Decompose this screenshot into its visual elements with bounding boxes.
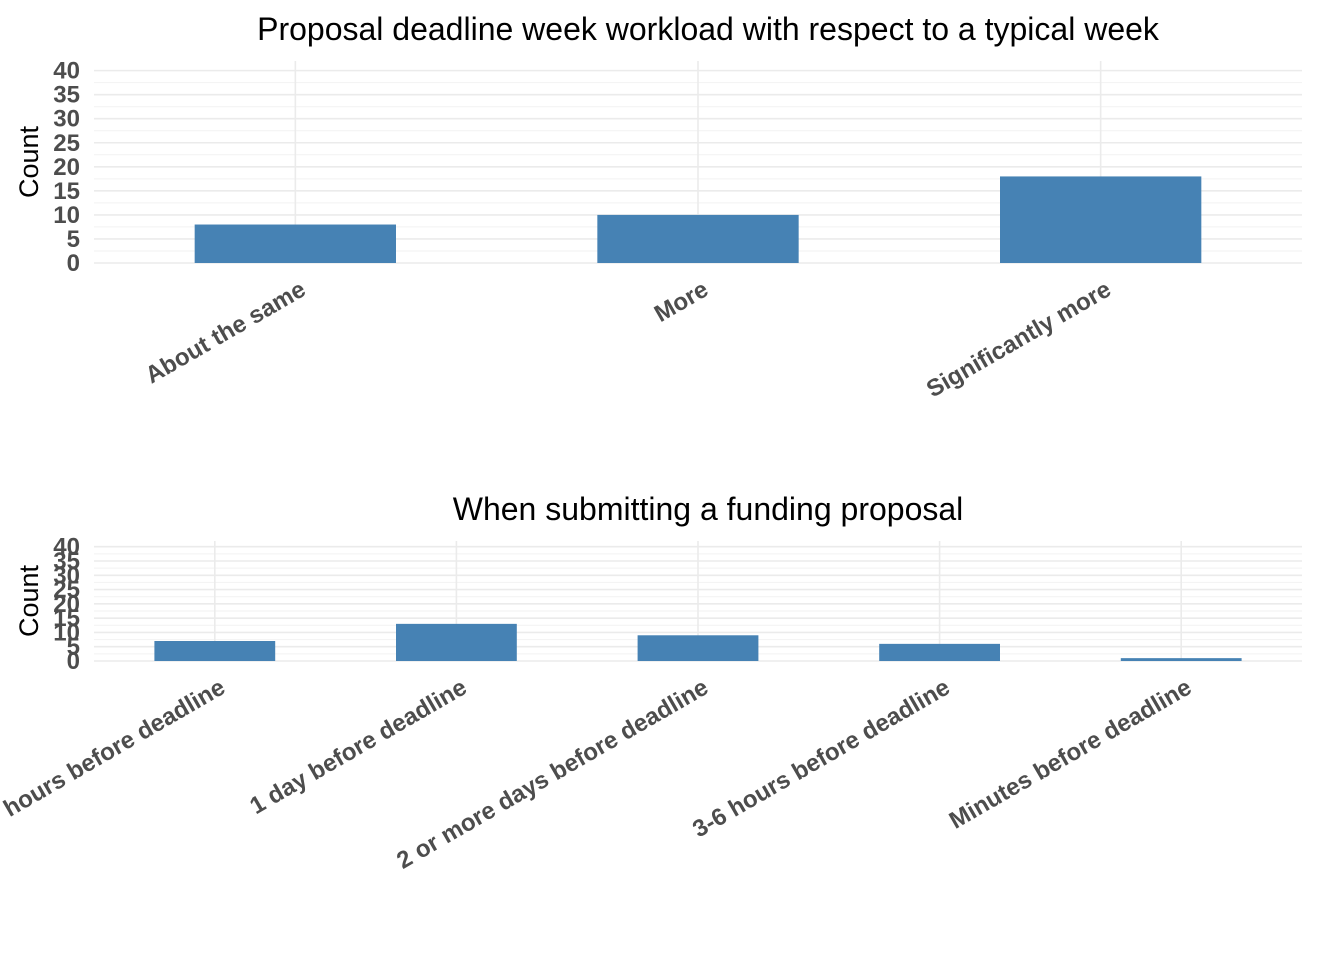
y-tick-label: 20 bbox=[53, 591, 80, 618]
chart-title: When submitting a funding proposal bbox=[453, 491, 964, 527]
y-tick-label: 35 bbox=[53, 548, 80, 575]
y-tick-label: 30 bbox=[53, 106, 80, 133]
x-tick-label: 1 day before deadline bbox=[245, 674, 471, 820]
y-tick-label: 25 bbox=[53, 130, 80, 157]
x-tick-label: About the same bbox=[141, 276, 310, 389]
bar bbox=[194, 224, 396, 263]
y-tick-label: 5 bbox=[67, 226, 80, 253]
y-tick-label: 30 bbox=[53, 562, 80, 589]
bar bbox=[879, 643, 1000, 661]
y-tick-label: 10 bbox=[53, 202, 80, 229]
y-tick-label: 40 bbox=[53, 534, 80, 561]
chart-title: Proposal deadline week workload with res… bbox=[257, 11, 1160, 47]
x-tick-label: Significantly more bbox=[922, 276, 1116, 403]
y-tick-label: 0 bbox=[67, 648, 80, 675]
y-tick-label: 40 bbox=[53, 58, 80, 85]
y-tick-label: 10 bbox=[53, 619, 80, 646]
x-tick-label: Minutes before deadline bbox=[945, 674, 1196, 835]
y-tick-label: 25 bbox=[53, 577, 80, 604]
x-tick-label: More bbox=[650, 276, 713, 328]
bar bbox=[1120, 658, 1242, 661]
x-tick-label: 3-6 hours before deadline bbox=[688, 674, 954, 843]
y-tick-label: 15 bbox=[53, 605, 80, 632]
y-tick-label: 15 bbox=[53, 178, 80, 205]
y-tick-label: 20 bbox=[53, 154, 80, 181]
y-tick-label: 5 bbox=[67, 634, 80, 661]
bar bbox=[637, 635, 759, 661]
y-tick-label: 0 bbox=[67, 250, 80, 277]
bar bbox=[396, 623, 517, 661]
bar bbox=[597, 214, 799, 263]
x-tick-label: hours before deadline bbox=[0, 674, 230, 823]
y-axis-label: Count bbox=[14, 125, 44, 198]
bar bbox=[154, 641, 276, 661]
y-axis-label: Count bbox=[14, 564, 44, 637]
y-tick-label: 35 bbox=[53, 82, 80, 109]
bar bbox=[1000, 176, 1202, 263]
